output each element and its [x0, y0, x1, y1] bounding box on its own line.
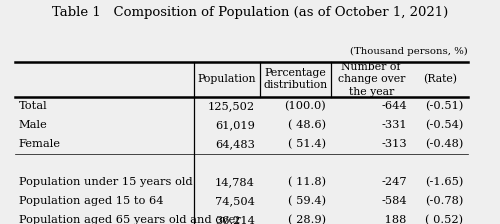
Text: -331: -331 — [381, 120, 407, 130]
Text: (-0.51): (-0.51) — [424, 101, 463, 112]
Text: 36,214: 36,214 — [215, 215, 255, 224]
Text: (100.0): (100.0) — [284, 101, 326, 112]
Text: 74,504: 74,504 — [215, 196, 255, 207]
Text: (-0.78): (-0.78) — [424, 196, 463, 207]
Text: ( 48.6): ( 48.6) — [288, 120, 326, 131]
Text: (Thousand persons, %): (Thousand persons, %) — [350, 47, 468, 56]
Text: (-0.54): (-0.54) — [424, 120, 463, 131]
Text: 61,019: 61,019 — [215, 120, 255, 130]
Text: -313: -313 — [381, 139, 407, 149]
Text: Number of
change over
the year: Number of change over the year — [338, 62, 405, 97]
Text: (-1.65): (-1.65) — [424, 177, 463, 187]
Text: (-0.48): (-0.48) — [424, 139, 463, 150]
Text: ( 11.8): ( 11.8) — [288, 177, 326, 187]
Text: Population: Population — [198, 74, 256, 84]
Text: Total: Total — [19, 101, 48, 111]
Text: Table 1   Composition of Population (as of October 1, 2021): Table 1 Composition of Population (as of… — [52, 6, 448, 19]
Text: Male: Male — [19, 120, 48, 130]
Text: -584: -584 — [381, 196, 407, 207]
Text: 14,784: 14,784 — [215, 177, 255, 187]
Text: ( 59.4): ( 59.4) — [288, 196, 326, 207]
Text: ( 0.52): ( 0.52) — [425, 215, 463, 224]
Text: -644: -644 — [381, 101, 407, 111]
Text: Population aged 65 years old and over: Population aged 65 years old and over — [19, 215, 240, 224]
Text: 188: 188 — [382, 215, 407, 224]
Text: -247: -247 — [381, 177, 407, 187]
Text: Population under 15 years old: Population under 15 years old — [19, 177, 193, 187]
Text: ( 51.4): ( 51.4) — [288, 139, 326, 150]
Text: (Rate): (Rate) — [423, 74, 457, 84]
Text: Percentage
distribution: Percentage distribution — [263, 68, 328, 90]
Text: Female: Female — [19, 139, 61, 149]
Text: ( 28.9): ( 28.9) — [288, 215, 326, 224]
Text: Population aged 15 to 64: Population aged 15 to 64 — [19, 196, 164, 207]
Text: 125,502: 125,502 — [208, 101, 255, 111]
Text: 64,483: 64,483 — [215, 139, 255, 149]
